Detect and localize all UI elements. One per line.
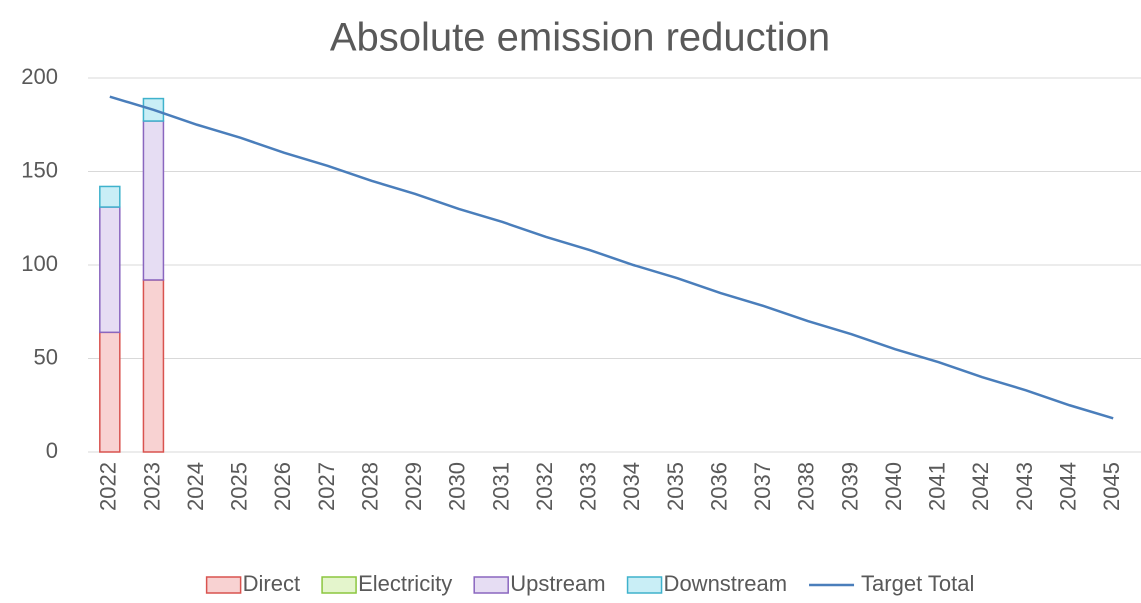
x-tick-label: 2043 bbox=[1012, 462, 1037, 511]
x-tick-label: 2023 bbox=[139, 462, 164, 511]
legend: Direct Electricity Upstream Downstream Targe… bbox=[205, 571, 974, 596]
x-tick-label: 2035 bbox=[663, 462, 688, 511]
y-tick-label: 200 bbox=[21, 64, 58, 89]
chart-title: Absolute emission reduction bbox=[330, 16, 830, 60]
legend-label: Direct bbox=[243, 571, 300, 596]
x-tick-label: 2041 bbox=[925, 462, 950, 511]
legend-swatch bbox=[321, 576, 357, 594]
x-tick-label: 2042 bbox=[968, 462, 993, 511]
legend-item: Direct bbox=[205, 571, 300, 596]
x-tick-label: 2030 bbox=[445, 462, 470, 511]
legend-swatch bbox=[473, 576, 509, 594]
x-tick-label: 2040 bbox=[881, 462, 906, 511]
y-tick-label: 150 bbox=[21, 157, 58, 182]
line bbox=[109, 95, 1114, 420]
legend-item: Target Total bbox=[809, 571, 974, 596]
x-tick-label: 2022 bbox=[96, 462, 121, 511]
x-tick-label: 2033 bbox=[576, 462, 601, 511]
legend-item: Upstream bbox=[473, 571, 606, 596]
bar bbox=[99, 331, 121, 453]
legend-item: Downstream bbox=[626, 571, 787, 596]
x-tick-label: 2029 bbox=[401, 462, 426, 511]
bar bbox=[142, 279, 165, 453]
x-tick-label: 2045 bbox=[1099, 462, 1124, 511]
legend-label: Target Total bbox=[861, 571, 974, 596]
y-tick-label: 50 bbox=[34, 344, 58, 369]
x-tick-label: 2037 bbox=[750, 462, 775, 511]
y-tick-label: 100 bbox=[21, 251, 58, 276]
x-tick-label: 2032 bbox=[532, 462, 557, 511]
legend-label: Electricity bbox=[358, 571, 452, 596]
x-tick-label: 2034 bbox=[619, 462, 644, 511]
legend-swatch bbox=[626, 576, 663, 594]
x-tick-label: 2044 bbox=[1055, 462, 1080, 511]
bar bbox=[99, 206, 121, 334]
legend-item: Electricity bbox=[321, 571, 452, 596]
x-tick-label: 2036 bbox=[706, 462, 731, 511]
legend-swatch bbox=[205, 576, 242, 594]
x-tick-label: 2027 bbox=[314, 462, 339, 511]
x-tick-label: 2026 bbox=[270, 462, 295, 511]
legend-label: Downstream bbox=[664, 571, 787, 596]
x-tick-label: 2039 bbox=[837, 462, 862, 511]
x-tick-label: 2038 bbox=[794, 462, 819, 511]
y-tick-label: 0 bbox=[46, 438, 58, 463]
x-tick-label: 2028 bbox=[357, 462, 382, 511]
bar bbox=[142, 120, 165, 281]
x-tick-label: 2025 bbox=[227, 462, 252, 511]
x-tick-label: 2024 bbox=[183, 462, 208, 511]
bar bbox=[99, 185, 121, 208]
x-tick-label: 2031 bbox=[488, 462, 513, 511]
legend-label: Upstream bbox=[510, 571, 605, 596]
